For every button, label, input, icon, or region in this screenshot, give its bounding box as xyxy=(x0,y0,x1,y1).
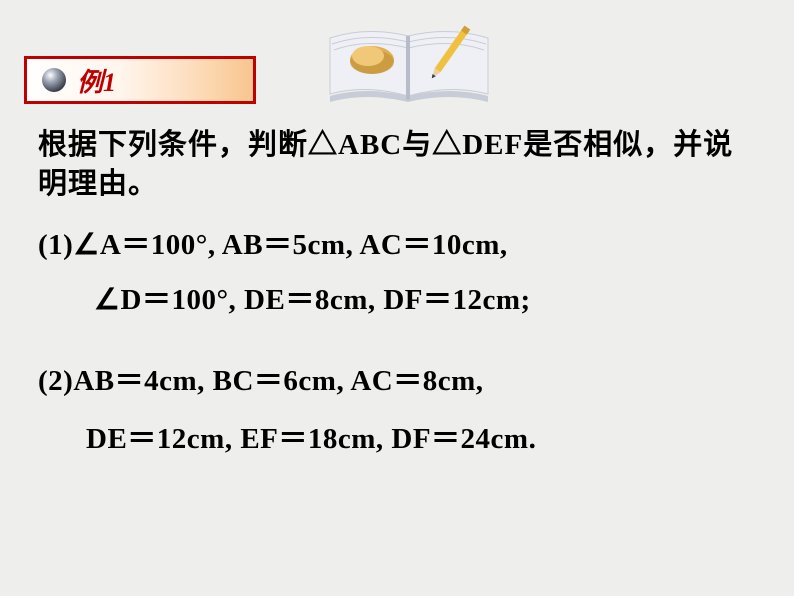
item2-line2: DE＝12cm, EF＝18cm, DF＝24cm. xyxy=(38,410,756,468)
example-header-box: 例1 xyxy=(24,56,256,104)
example-label: 例1 xyxy=(77,62,116,99)
item1-line2: ∠D＝100°, DE＝8cm, DF＝12cm; xyxy=(38,273,756,328)
problem-prompt: 根据下列条件，判断△ABC与△DEF是否相似，并说明理由。 xyxy=(38,126,756,204)
problem-item-2: (2)AB＝4cm, BC＝6cm, AC＝8cm, DE＝12cm, EF＝1… xyxy=(38,352,756,468)
problem-item-1: (1)∠A＝100°, AB＝5cm, AC＝10cm, ∠D＝100°, DE… xyxy=(38,218,756,328)
slide-content: 根据下列条件，判断△ABC与△DEF是否相似，并说明理由。 (1)∠A＝100°… xyxy=(38,126,756,468)
item2-line1: (2)AB＝4cm, BC＝6cm, AC＝8cm, xyxy=(38,365,484,397)
book-icon xyxy=(320,8,500,123)
item1-line1: (1)∠A＝100°, AB＝5cm, AC＝10cm, xyxy=(38,229,508,261)
sphere-icon xyxy=(41,67,67,93)
